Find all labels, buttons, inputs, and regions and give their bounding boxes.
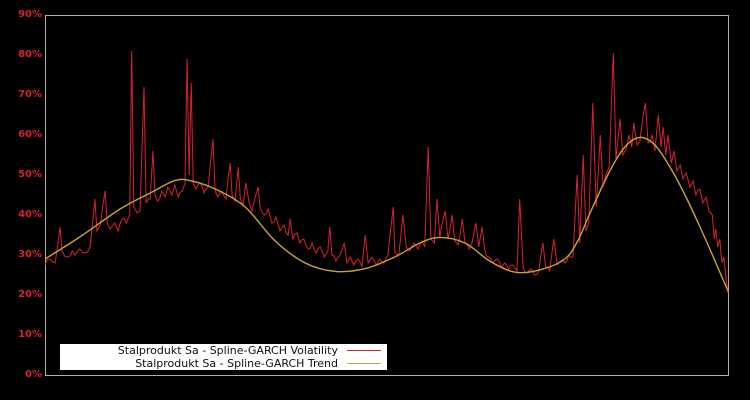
y-tick-label: 0%	[25, 369, 42, 380]
y-tick-label: 60%	[18, 129, 42, 140]
volatility-line	[44, 50, 729, 294]
legend-label-trend: Stalprodukt Sa - Spline-GARCH Trend	[135, 357, 338, 370]
legend-item-trend: Stalprodukt Sa - Spline-GARCH Trend	[60, 357, 387, 370]
y-tick-label: 10%	[18, 329, 42, 340]
legend: Stalprodukt Sa - Spline-GARCH Volatility…	[60, 344, 387, 370]
y-tick-label: 40%	[18, 209, 42, 220]
legend-line-sample-volatility	[347, 350, 381, 351]
y-tick-label: 50%	[18, 169, 42, 180]
trend-line	[44, 136, 729, 292]
legend-label-volatility: Stalprodukt Sa - Spline-GARCH Volatility	[117, 344, 338, 357]
plot-border	[45, 15, 729, 376]
y-tick-label: 70%	[18, 89, 42, 100]
y-tick-label: 20%	[18, 289, 42, 300]
legend-item-volatility: Stalprodukt Sa - Spline-GARCH Volatility	[60, 344, 387, 357]
y-tick-label: 90%	[18, 9, 42, 20]
y-tick-label: 80%	[18, 49, 42, 60]
legend-line-sample-trend	[347, 363, 381, 364]
y-tick-label: 30%	[18, 249, 42, 260]
